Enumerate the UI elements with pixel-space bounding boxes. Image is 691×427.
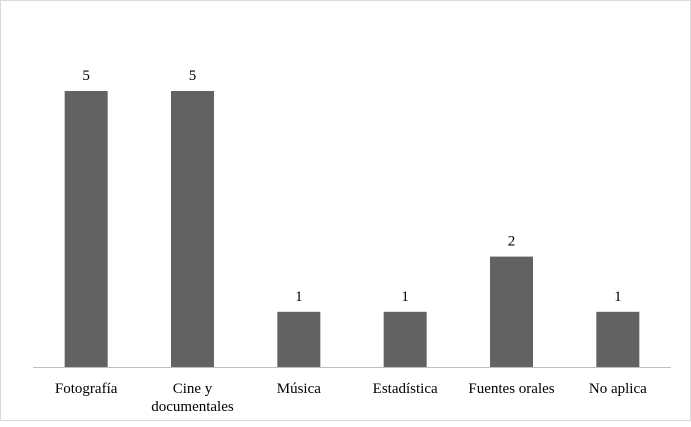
- data-label-5: 1: [614, 289, 622, 305]
- data-label-4: 2: [508, 234, 516, 250]
- data-label-0: 5: [82, 68, 90, 84]
- bar-3: [383, 311, 427, 367]
- category-label-line: Música: [277, 381, 322, 397]
- bar-0: [64, 91, 108, 367]
- bar-4: [490, 256, 533, 367]
- category-label-4: Fuentes orales: [468, 381, 554, 397]
- data-label-2: 1: [295, 289, 303, 305]
- bar-1: [171, 91, 214, 367]
- category-label-2: Música: [277, 381, 322, 397]
- bar-2: [277, 311, 321, 367]
- category-label-line: Fuentes orales: [468, 381, 554, 397]
- category-label-5: No aplica: [589, 381, 647, 397]
- category-label-line: Cine y: [173, 381, 213, 397]
- category-label-line: documentales: [151, 399, 234, 415]
- value-labels-layer: 5 5 1 1 2 1: [82, 68, 621, 305]
- category-label-line: No aplica: [589, 381, 647, 397]
- data-label-3: 1: [401, 289, 409, 305]
- category-label-line: Estadística: [373, 381, 438, 397]
- category-label-0: Fotografía: [55, 381, 118, 397]
- category-label-line: Fotografía: [55, 381, 118, 397]
- category-label-1: Cine y documentales: [151, 381, 234, 415]
- category-labels-layer: Fotografía Cine y documentales Música Estadí…: [55, 381, 647, 415]
- category-label-3: Estadística: [373, 381, 438, 397]
- bar-5: [596, 311, 640, 367]
- bars-layer: [64, 91, 640, 367]
- data-label-1: 5: [189, 68, 197, 84]
